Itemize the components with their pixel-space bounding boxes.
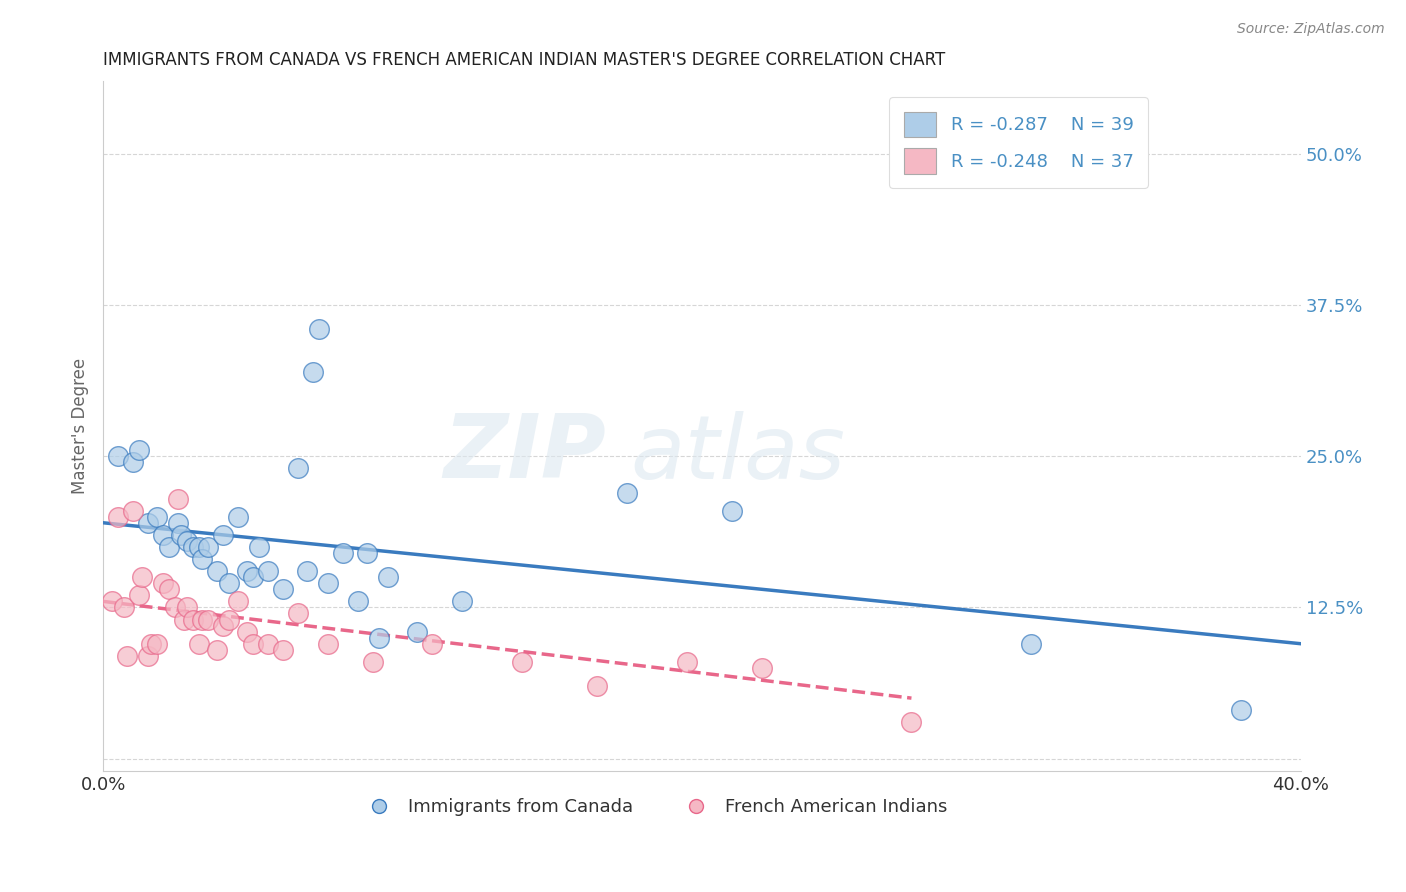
Point <box>295 564 318 578</box>
Point <box>152 576 174 591</box>
Point <box>176 533 198 548</box>
Point <box>181 540 204 554</box>
Point <box>1019 637 1042 651</box>
Point <box>236 624 259 639</box>
Point <box>271 582 294 597</box>
Point <box>316 576 339 591</box>
Point <box>115 648 138 663</box>
Point <box>226 509 249 524</box>
Point <box>451 594 474 608</box>
Point <box>212 528 235 542</box>
Point <box>406 624 429 639</box>
Point <box>287 607 309 621</box>
Point <box>146 509 169 524</box>
Point <box>107 509 129 524</box>
Point <box>131 570 153 584</box>
Point <box>586 679 609 693</box>
Point <box>346 594 368 608</box>
Point <box>167 516 190 530</box>
Point <box>170 528 193 542</box>
Y-axis label: Master's Degree: Master's Degree <box>72 358 89 494</box>
Point <box>122 504 145 518</box>
Point <box>205 642 228 657</box>
Point <box>122 455 145 469</box>
Point <box>676 655 699 669</box>
Point <box>616 485 638 500</box>
Text: atlas: atlas <box>630 410 845 497</box>
Point <box>157 540 180 554</box>
Point <box>226 594 249 608</box>
Text: IMMIGRANTS FROM CANADA VS FRENCH AMERICAN INDIAN MASTER'S DEGREE CORRELATION CHA: IMMIGRANTS FROM CANADA VS FRENCH AMERICA… <box>103 51 945 69</box>
Point <box>187 540 209 554</box>
Point <box>308 322 330 336</box>
Point <box>242 570 264 584</box>
Point <box>101 594 124 608</box>
Point <box>751 661 773 675</box>
Point <box>191 613 214 627</box>
Point <box>301 365 323 379</box>
Point <box>271 642 294 657</box>
Text: #e0e8f0: #e0e8f0 <box>546 419 858 488</box>
Point <box>422 637 444 651</box>
Point <box>205 564 228 578</box>
Point <box>163 600 186 615</box>
Point <box>218 576 240 591</box>
Point <box>510 655 533 669</box>
Point <box>197 540 219 554</box>
Point <box>900 715 922 730</box>
Point <box>139 637 162 651</box>
Point <box>256 637 278 651</box>
Point <box>152 528 174 542</box>
Point <box>157 582 180 597</box>
Text: ZIP: ZIP <box>443 410 606 497</box>
Point <box>167 491 190 506</box>
Point <box>197 613 219 627</box>
Point <box>332 546 354 560</box>
Point <box>256 564 278 578</box>
Point <box>1229 703 1251 717</box>
Point <box>128 588 150 602</box>
Point <box>367 631 389 645</box>
Text: Source: ZipAtlas.com: Source: ZipAtlas.com <box>1237 22 1385 37</box>
Point <box>112 600 135 615</box>
Point <box>377 570 399 584</box>
Point <box>356 546 378 560</box>
Point <box>236 564 259 578</box>
Point <box>316 637 339 651</box>
Point <box>136 648 159 663</box>
Point <box>287 461 309 475</box>
Legend: Immigrants from Canada, French American Indians: Immigrants from Canada, French American … <box>353 791 955 823</box>
Point <box>218 613 240 627</box>
Point <box>721 504 744 518</box>
Point <box>181 613 204 627</box>
Point <box>187 637 209 651</box>
Point <box>136 516 159 530</box>
Point <box>212 618 235 632</box>
Point <box>128 443 150 458</box>
Point <box>173 613 195 627</box>
Point <box>247 540 270 554</box>
Point <box>146 637 169 651</box>
Point <box>361 655 384 669</box>
Point <box>242 637 264 651</box>
Point <box>176 600 198 615</box>
Point <box>107 449 129 463</box>
Point <box>191 552 214 566</box>
